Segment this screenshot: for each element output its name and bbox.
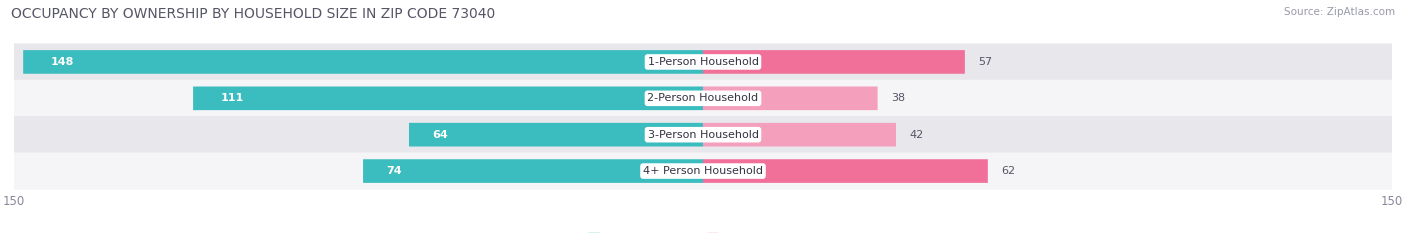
Text: 64: 64 xyxy=(432,130,447,140)
Text: 74: 74 xyxy=(387,166,402,176)
Text: 3-Person Household: 3-Person Household xyxy=(648,130,758,140)
Legend: Owner-occupied, Renter-occupied: Owner-occupied, Renter-occupied xyxy=(583,229,823,233)
Text: 38: 38 xyxy=(891,93,905,103)
Text: 42: 42 xyxy=(910,130,924,140)
FancyBboxPatch shape xyxy=(703,50,965,74)
FancyBboxPatch shape xyxy=(703,159,988,183)
Text: 57: 57 xyxy=(979,57,993,67)
FancyBboxPatch shape xyxy=(363,159,703,183)
FancyBboxPatch shape xyxy=(14,80,1392,117)
FancyBboxPatch shape xyxy=(409,123,703,147)
FancyBboxPatch shape xyxy=(193,86,703,110)
Text: 4+ Person Household: 4+ Person Household xyxy=(643,166,763,176)
FancyBboxPatch shape xyxy=(22,50,703,74)
Text: 1-Person Household: 1-Person Household xyxy=(648,57,758,67)
FancyBboxPatch shape xyxy=(14,43,1392,80)
FancyBboxPatch shape xyxy=(703,123,896,147)
Text: Source: ZipAtlas.com: Source: ZipAtlas.com xyxy=(1284,7,1395,17)
Text: OCCUPANCY BY OWNERSHIP BY HOUSEHOLD SIZE IN ZIP CODE 73040: OCCUPANCY BY OWNERSHIP BY HOUSEHOLD SIZE… xyxy=(11,7,495,21)
Text: 62: 62 xyxy=(1001,166,1015,176)
Text: 148: 148 xyxy=(51,57,75,67)
Text: 2-Person Household: 2-Person Household xyxy=(647,93,759,103)
FancyBboxPatch shape xyxy=(703,86,877,110)
FancyBboxPatch shape xyxy=(14,153,1392,190)
FancyBboxPatch shape xyxy=(14,116,1392,153)
Text: 111: 111 xyxy=(221,93,245,103)
